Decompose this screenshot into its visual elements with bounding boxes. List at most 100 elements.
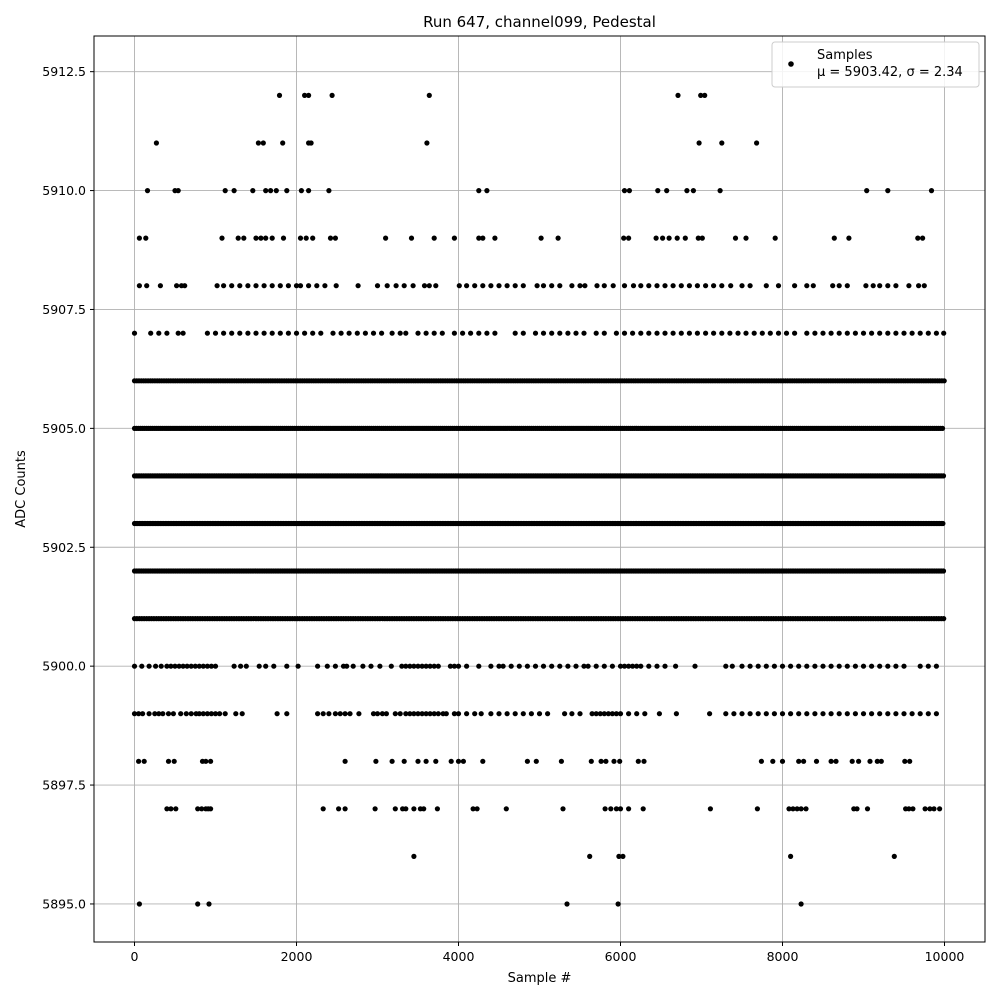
data-point <box>136 758 142 764</box>
data-point <box>770 758 776 764</box>
data-point <box>411 663 417 669</box>
data-point <box>620 853 626 860</box>
data-point <box>271 663 277 669</box>
data-point <box>792 283 798 289</box>
data-point <box>874 758 880 764</box>
data-point <box>844 283 850 289</box>
data-point <box>634 663 640 669</box>
data-point <box>238 663 244 669</box>
data-point <box>434 806 440 812</box>
data-point <box>719 330 725 336</box>
data-point <box>779 758 786 764</box>
data-point <box>451 711 457 717</box>
data-point <box>621 188 628 194</box>
data-point <box>593 663 599 669</box>
data-point <box>370 711 377 717</box>
data-point <box>195 901 201 907</box>
data-point <box>654 283 660 289</box>
data-point <box>516 663 522 669</box>
data-point <box>534 283 540 289</box>
y-tick-label: 5910.0 <box>42 183 86 198</box>
data-point <box>464 711 470 717</box>
data-point <box>933 663 940 669</box>
data-point <box>941 378 947 384</box>
data-point <box>320 711 326 717</box>
data-point <box>656 711 663 717</box>
data-point <box>258 235 264 241</box>
data-point <box>660 235 666 241</box>
data-point <box>528 711 535 717</box>
data-point <box>433 283 439 289</box>
data-point <box>617 711 624 717</box>
data-point <box>431 330 437 336</box>
data-point <box>195 806 201 812</box>
data-point <box>393 283 399 289</box>
data-point <box>500 663 506 669</box>
data-point <box>170 711 176 717</box>
data-point <box>577 283 583 289</box>
data-point <box>856 758 862 764</box>
data-point <box>326 188 332 194</box>
data-point <box>820 711 826 717</box>
data-point <box>146 711 152 717</box>
data-point <box>383 235 389 241</box>
data-point <box>306 188 312 194</box>
y-tick-label: 5895.0 <box>42 896 86 911</box>
data-point <box>231 663 237 669</box>
data-point <box>582 283 588 289</box>
data-point <box>520 283 526 289</box>
data-point <box>460 758 466 764</box>
data-point <box>322 283 328 289</box>
data-point <box>183 711 189 717</box>
data-point <box>577 711 583 717</box>
data-point <box>263 663 269 669</box>
y-tick-label: 5912.5 <box>42 64 86 79</box>
data-point <box>389 330 395 336</box>
data-point <box>524 758 531 764</box>
data-point <box>877 330 883 336</box>
data-point <box>779 663 786 669</box>
data-point <box>630 330 636 336</box>
data-point <box>156 711 162 717</box>
data-point <box>605 711 612 717</box>
data-point <box>356 711 362 717</box>
data-point <box>803 806 809 812</box>
legend-box <box>771 41 980 88</box>
data-point <box>451 235 457 241</box>
data-point <box>925 330 931 336</box>
data-point <box>136 711 142 717</box>
data-point <box>433 758 439 764</box>
data-point <box>253 330 259 336</box>
data-point <box>646 283 652 289</box>
data-point <box>670 330 676 336</box>
data-point <box>284 711 290 717</box>
data-point <box>401 283 407 289</box>
data-point <box>901 711 907 717</box>
data-point <box>464 663 470 669</box>
data-point <box>763 283 769 289</box>
data-point <box>869 330 875 336</box>
data-point <box>755 663 761 669</box>
data-point <box>455 663 462 669</box>
data-point <box>569 711 575 717</box>
data-point <box>342 806 348 812</box>
data-point <box>360 663 366 669</box>
data-point <box>464 283 470 289</box>
data-point <box>460 330 466 336</box>
data-point <box>374 711 381 717</box>
data-point <box>588 758 594 764</box>
data-point <box>293 283 300 289</box>
data-point <box>332 663 338 669</box>
data-point <box>735 330 741 336</box>
data-point <box>690 188 697 194</box>
data-point <box>403 330 409 336</box>
data-point <box>828 711 834 717</box>
data-point <box>212 663 219 669</box>
data-point <box>235 235 241 241</box>
data-point <box>642 711 648 717</box>
data-point <box>885 663 891 669</box>
data-point <box>549 283 555 289</box>
data-point <box>877 711 883 717</box>
data-point <box>182 283 188 289</box>
data-point <box>608 806 614 812</box>
